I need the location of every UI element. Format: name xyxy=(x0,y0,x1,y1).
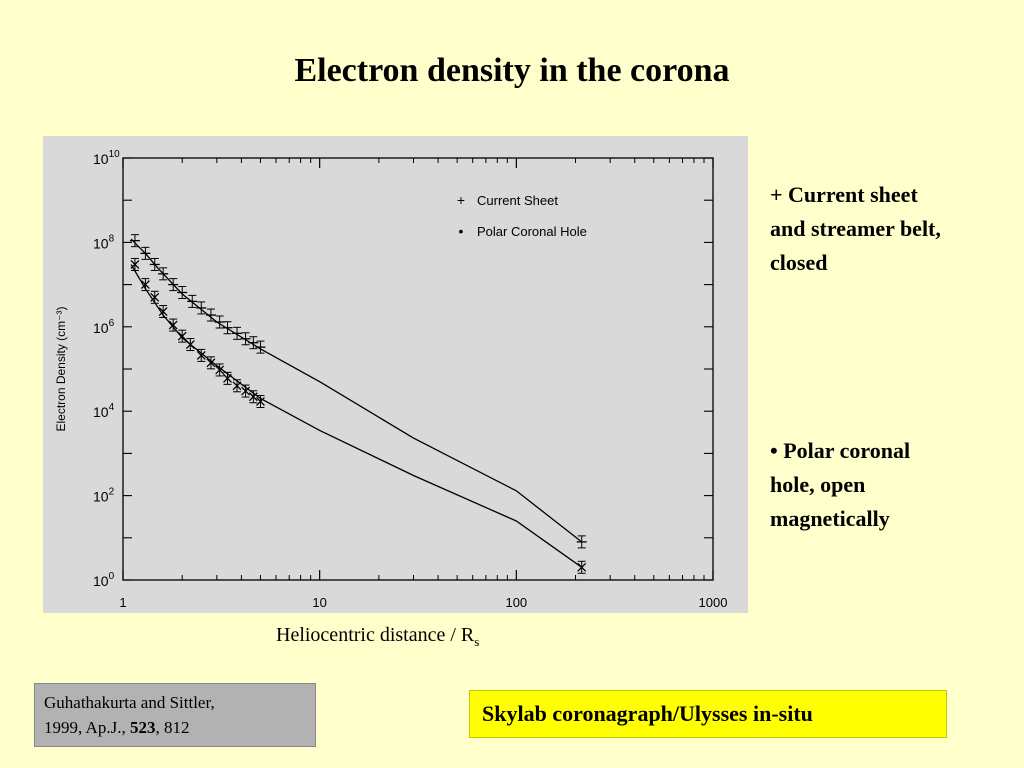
data-point xyxy=(214,315,225,329)
data-point xyxy=(241,384,251,398)
reference-volume: 523 xyxy=(129,718,156,737)
y-tick-label: 1010 xyxy=(93,149,120,167)
x-tick-label: 1000 xyxy=(699,595,728,610)
reference-authors: Guhathakurta and Sittler, xyxy=(44,693,215,712)
y-axis-label: Electron Density (cm⁻³) xyxy=(54,306,68,431)
y-tick-label: 106 xyxy=(93,318,115,336)
slide-title: Electron density in the corona xyxy=(294,52,730,89)
y-tick-label: 108 xyxy=(93,233,115,251)
legend-marker: • xyxy=(459,223,464,239)
data-point xyxy=(168,278,179,292)
x-tick-label: 1 xyxy=(119,595,126,610)
y-tick-label: 102 xyxy=(93,487,115,505)
data-point xyxy=(177,285,188,299)
note-current-sheet: + Current sheet and streamer belt, close… xyxy=(770,182,941,275)
data-point xyxy=(177,329,187,343)
x-axis-caption: Heliocentric distance / Rs xyxy=(276,624,479,650)
x-tick-label: 100 xyxy=(505,595,527,610)
data-point xyxy=(248,336,259,350)
data-point xyxy=(140,246,151,260)
legend-label: Current Sheet xyxy=(477,193,558,208)
y-tick-label: 104 xyxy=(93,402,115,420)
note-polar-hole: • Polar coronal hole, open magnetically xyxy=(770,438,911,531)
legend-label: Polar Coronal Hole xyxy=(477,224,587,239)
data-point xyxy=(256,394,265,408)
data-point xyxy=(158,267,169,281)
series-line-current-sheet xyxy=(130,238,583,543)
y-tick-label: 100 xyxy=(93,571,115,589)
data-point xyxy=(215,363,225,377)
data-point xyxy=(130,257,140,271)
data-point xyxy=(150,290,160,304)
caption-subscript: s xyxy=(474,634,480,649)
chart-panel: 1 10 100 1000 100 102 104 106 108 1010 Electron De… xyxy=(43,136,748,613)
data-point xyxy=(129,234,140,248)
data-point xyxy=(576,535,587,549)
electron-density-chart: 1 10 100 1000 100 102 104 106 108 1010 Electron De… xyxy=(54,149,728,610)
data-point xyxy=(232,379,242,393)
data-point xyxy=(222,321,233,335)
caption-main-text: Heliocentric distance / R xyxy=(276,624,475,646)
data-point xyxy=(248,390,258,404)
series-line-polar-hole xyxy=(130,264,583,568)
reference-box: Guhathakurta and Sittler, 1999, Ap.J., 5… xyxy=(34,683,316,747)
data-point xyxy=(196,348,206,362)
data-point xyxy=(205,308,216,322)
data-point xyxy=(206,356,216,370)
x-tick-label: 10 xyxy=(312,595,326,610)
data-point xyxy=(149,257,160,271)
skylab-label-box: Skylab coronagraph/Ulysses in-situ xyxy=(469,690,947,738)
data-point xyxy=(168,318,178,332)
data-point xyxy=(196,301,207,315)
data-point xyxy=(232,326,243,340)
reference-pages: , 812 xyxy=(155,718,190,737)
legend-marker: + xyxy=(457,192,465,208)
data-point xyxy=(140,278,150,292)
data-point xyxy=(187,294,198,308)
data-point xyxy=(577,560,587,574)
reference-year-journal: 1999, Ap.J., xyxy=(44,718,130,737)
reference-citation: 1999, Ap.J., 523, 812 xyxy=(44,715,306,740)
data-point xyxy=(240,332,251,346)
data-point xyxy=(255,340,266,354)
data-point xyxy=(223,371,232,385)
data-point xyxy=(158,305,168,319)
data-point xyxy=(185,338,195,352)
